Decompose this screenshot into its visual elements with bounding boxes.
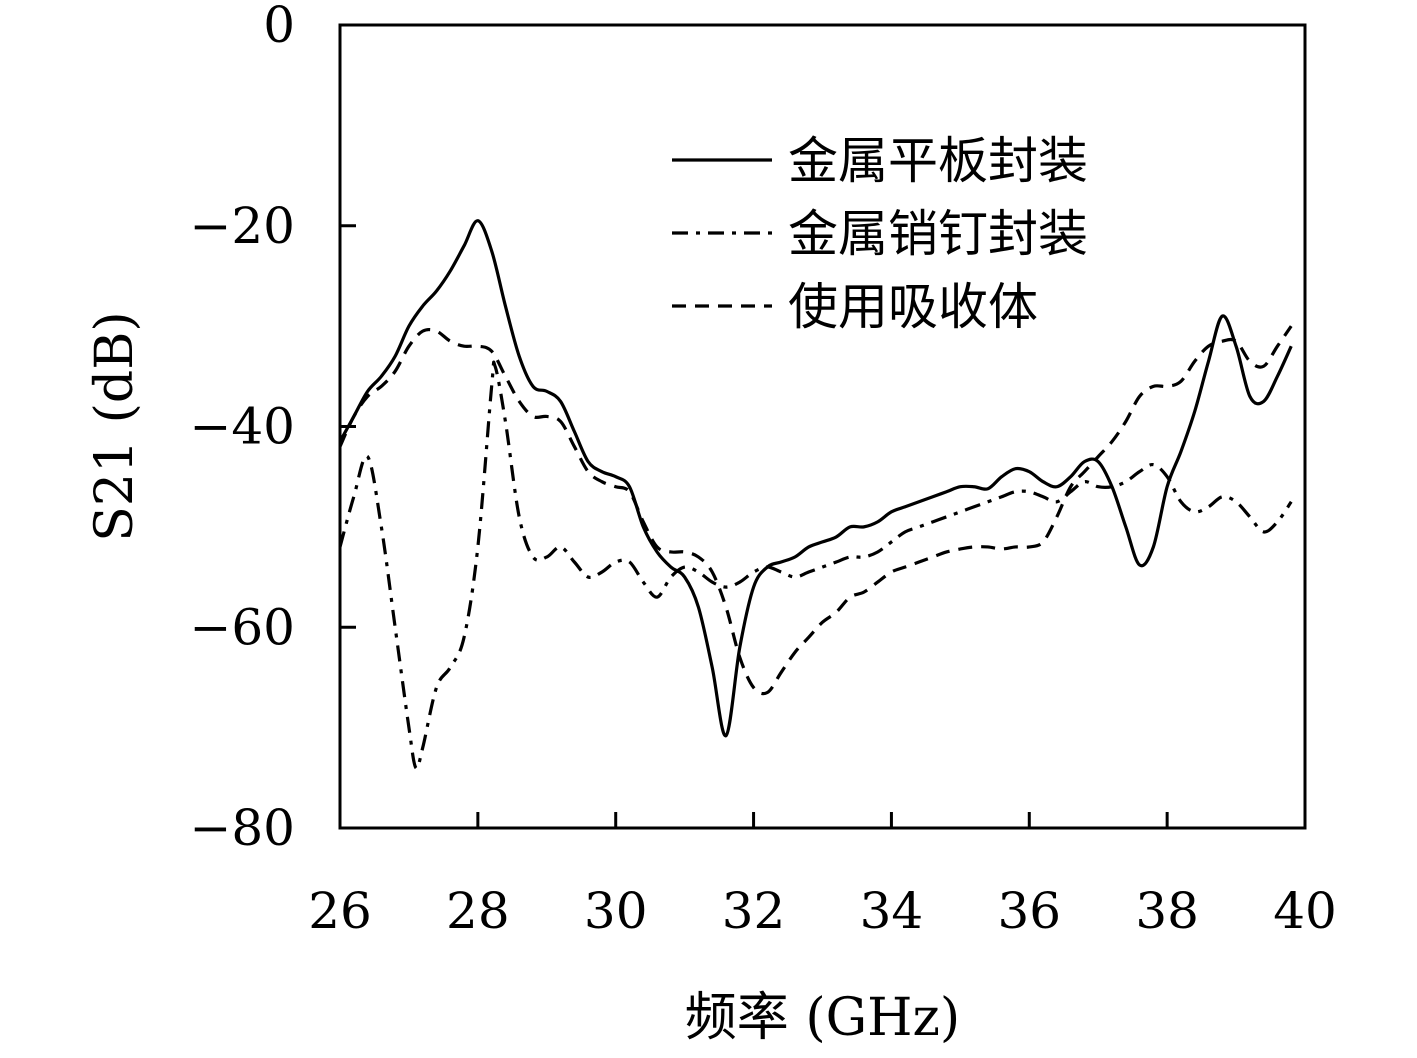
x-tick-label: 38 [1135, 882, 1199, 940]
y-tick-label: −20 [189, 197, 295, 255]
y-tick-label: 0 [263, 0, 295, 54]
y-tick-label: −60 [189, 598, 295, 656]
legend-label-1: 金属平板封装 [788, 132, 1088, 190]
x-axis-title: 频率 (GHz) [685, 988, 960, 1048]
series-line-2 [338, 360, 1293, 771]
x-tick-label: 40 [1273, 882, 1337, 940]
x-tick-label: 36 [997, 882, 1061, 940]
y-tick-label: −80 [189, 799, 295, 857]
axis-ticks: 26 28 30 32 34 36 38 40 0 −20 −40 −60 −80 [189, 0, 1336, 940]
series-line-3 [338, 325, 1293, 696]
x-tick-label: 32 [722, 882, 786, 940]
y-axis-title: S21 (dB) [85, 311, 145, 541]
y-tick-label: −40 [189, 398, 295, 456]
x-tick-label: 26 [308, 882, 372, 940]
plot-area [338, 219, 1293, 771]
x-tick-label: 30 [584, 882, 648, 940]
legend-label-2: 金属销钉封装 [788, 205, 1088, 263]
x-tick-label: 34 [860, 882, 924, 940]
x-tick-label: 28 [446, 882, 510, 940]
legend-label-3: 使用吸收体 [788, 278, 1038, 336]
series-line-1 [338, 219, 1293, 738]
